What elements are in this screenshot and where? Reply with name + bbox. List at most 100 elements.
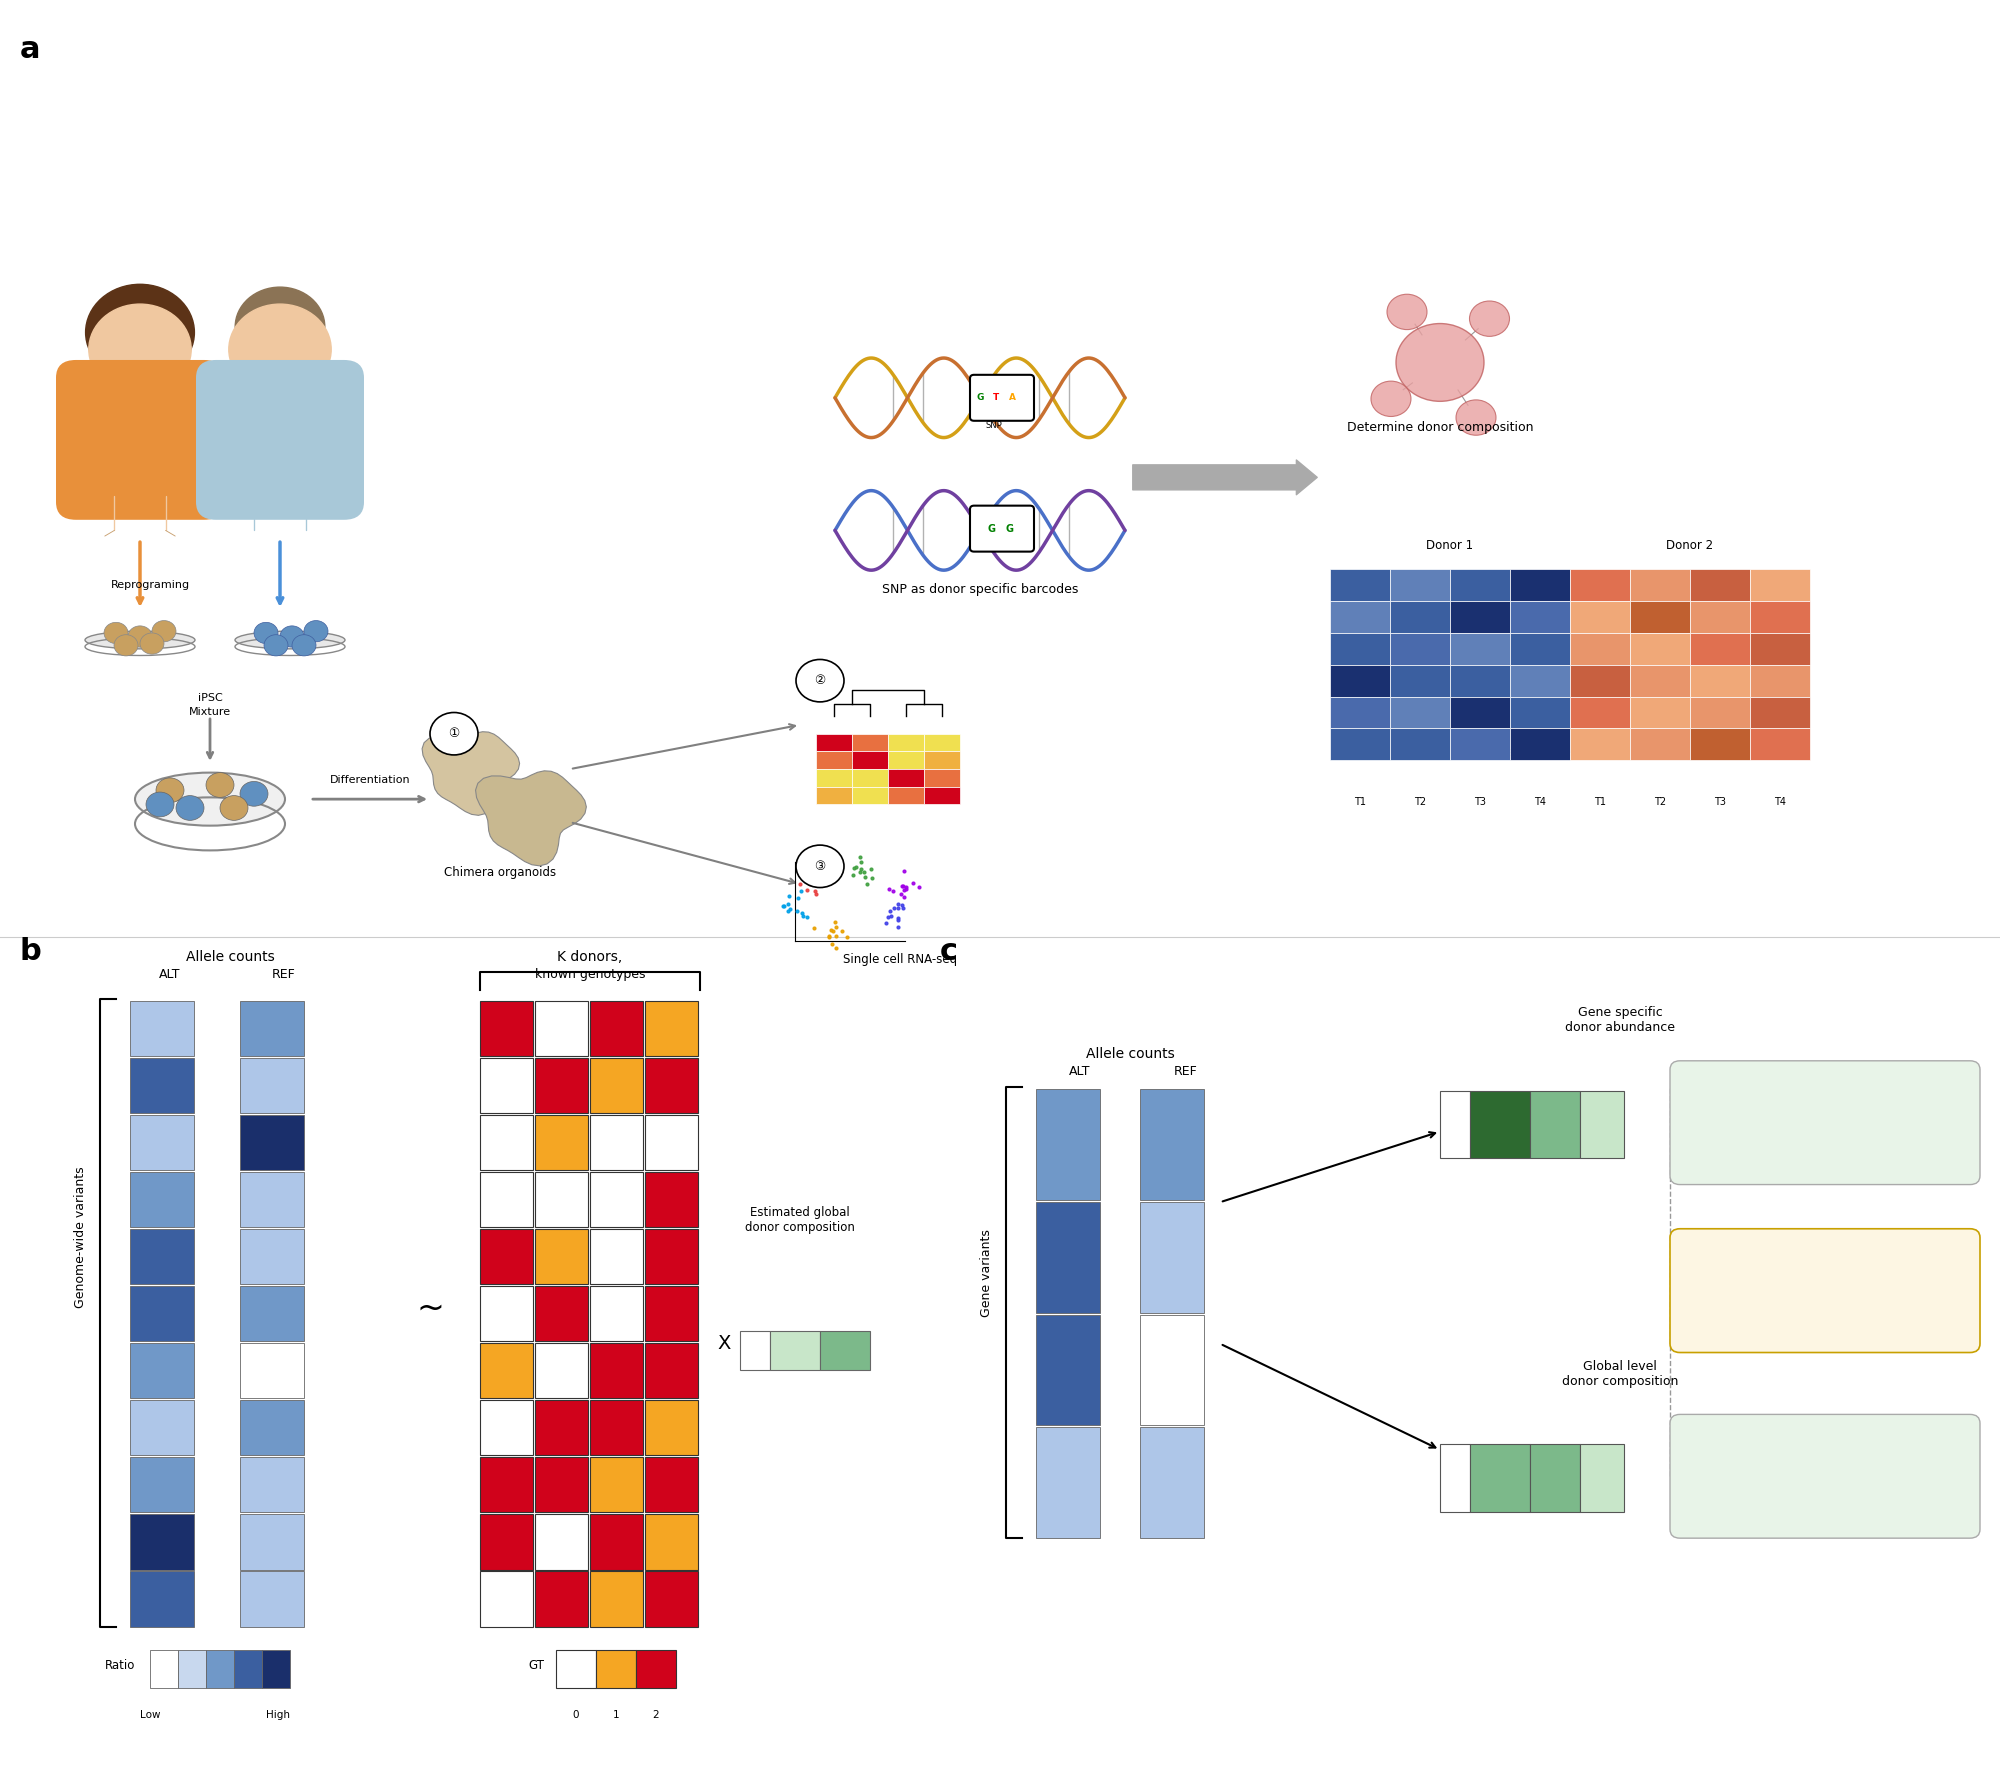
- Point: [814, 916, 846, 944]
- Bar: [590, 1057, 644, 1114]
- Point: [886, 891, 918, 919]
- Text: Null model:: Null model:: [1786, 1443, 1862, 1457]
- Text: Differentiation: Differentiation: [330, 774, 410, 785]
- Bar: [536, 1229, 588, 1284]
- Point: [826, 918, 858, 946]
- Circle shape: [220, 796, 248, 820]
- Point: [768, 891, 800, 919]
- Bar: [536, 1344, 588, 1398]
- Point: [812, 923, 844, 951]
- Text: X: X: [718, 1335, 730, 1353]
- Point: [848, 857, 880, 886]
- Bar: [590, 1572, 644, 1627]
- Text: K donors,: K donors,: [558, 949, 622, 964]
- Bar: [178, 1650, 206, 1688]
- Point: [846, 849, 878, 877]
- Bar: [924, 787, 960, 804]
- Text: G: G: [988, 523, 996, 534]
- Bar: [644, 1172, 698, 1227]
- Text: A: A: [1008, 392, 1016, 403]
- Point: [850, 870, 882, 898]
- Bar: [852, 734, 888, 751]
- Circle shape: [146, 792, 174, 817]
- Text: High: High: [266, 1710, 290, 1720]
- Text: Genome-wide variants: Genome-wide variants: [74, 1167, 86, 1308]
- FancyBboxPatch shape: [1670, 1414, 1980, 1538]
- Point: [790, 865, 822, 893]
- Point: [802, 868, 834, 896]
- Bar: [130, 1001, 194, 1055]
- Text: ~: ~: [416, 1292, 444, 1324]
- Bar: [590, 1400, 644, 1455]
- Text: SNP as donor specific barcodes: SNP as donor specific barcodes: [882, 583, 1078, 596]
- Bar: [1690, 728, 1750, 760]
- Bar: [234, 1650, 262, 1688]
- Circle shape: [1388, 293, 1428, 329]
- Bar: [1390, 633, 1450, 665]
- FancyBboxPatch shape: [1670, 1061, 1980, 1185]
- Bar: [644, 1001, 698, 1055]
- Bar: [480, 1400, 532, 1455]
- Bar: [1510, 665, 1570, 697]
- Bar: [644, 1457, 698, 1512]
- Text: Ratio: Ratio: [104, 1658, 136, 1673]
- Text: ALT: ALT: [160, 969, 180, 981]
- Bar: [130, 1116, 194, 1170]
- Bar: [536, 1400, 588, 1455]
- Circle shape: [292, 635, 316, 656]
- Bar: [536, 1513, 588, 1570]
- Bar: [480, 1513, 532, 1570]
- Polygon shape: [476, 771, 586, 866]
- Bar: [590, 1116, 644, 1170]
- Text: ALT: ALT: [1070, 1066, 1090, 1078]
- Bar: [536, 1172, 588, 1227]
- Bar: [240, 1057, 304, 1114]
- Text: Diff Expressed genes: Diff Expressed genes: [1762, 1301, 1886, 1315]
- Circle shape: [176, 796, 204, 820]
- Bar: [1750, 728, 1810, 760]
- Circle shape: [1456, 400, 1496, 435]
- Bar: [1530, 1444, 1580, 1512]
- Bar: [240, 1572, 304, 1627]
- Point: [870, 909, 902, 937]
- Point: [810, 861, 842, 889]
- Bar: [480, 1572, 532, 1627]
- Circle shape: [236, 286, 324, 366]
- Circle shape: [104, 622, 128, 644]
- Bar: [480, 1172, 532, 1227]
- Bar: [852, 751, 888, 769]
- Circle shape: [114, 635, 138, 656]
- Bar: [1330, 728, 1390, 760]
- Text: ①: ①: [448, 727, 460, 741]
- Bar: [596, 1650, 636, 1688]
- Point: [798, 877, 830, 905]
- Text: REF: REF: [272, 969, 296, 981]
- Bar: [1630, 665, 1690, 697]
- Text: Gene variants: Gene variants: [980, 1229, 992, 1317]
- Ellipse shape: [136, 773, 286, 826]
- Text: GT: GT: [528, 1658, 544, 1673]
- Point: [774, 895, 806, 923]
- Bar: [1390, 601, 1450, 633]
- Bar: [130, 1513, 194, 1570]
- Bar: [130, 1344, 194, 1398]
- Bar: [480, 1001, 532, 1055]
- Point: [886, 880, 918, 909]
- Point: [888, 875, 920, 903]
- Text: Donor 1: Donor 1: [1426, 539, 1474, 552]
- Bar: [1570, 728, 1630, 760]
- Bar: [1690, 569, 1750, 601]
- Text: known genotypes: known genotypes: [534, 969, 646, 981]
- Bar: [590, 1172, 644, 1227]
- Bar: [644, 1285, 698, 1342]
- Bar: [816, 734, 852, 751]
- Ellipse shape: [84, 631, 196, 649]
- FancyArrowPatch shape: [1132, 460, 1318, 495]
- Bar: [1690, 601, 1750, 633]
- Text: Mixture: Mixture: [188, 707, 232, 718]
- Bar: [1570, 569, 1630, 601]
- Circle shape: [1470, 301, 1510, 336]
- Bar: [1570, 697, 1630, 728]
- Bar: [1510, 728, 1570, 760]
- Bar: [852, 787, 888, 804]
